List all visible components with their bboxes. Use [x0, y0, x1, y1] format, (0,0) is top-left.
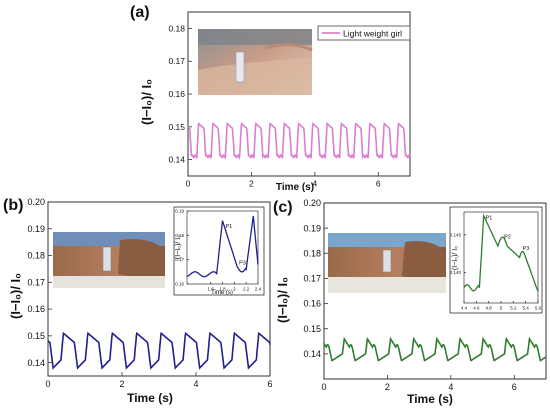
b-ytick-label: 0.17 [27, 277, 45, 287]
b-xtick-label: 0 [45, 379, 50, 389]
panel-c-ylabel: (I−I₀)/ I₀ [275, 277, 290, 323]
c-inset-xtick-label: 5 [500, 306, 503, 311]
panel-a-label: (a) [130, 4, 150, 21]
panel-b-inset-xticks: 1.6 1.8 2 2.2 2.4 [208, 282, 262, 292]
panel-b-label: (b) [3, 197, 23, 214]
panel-c-inset-yticks: 0.140 0.145 [450, 232, 466, 275]
panel-a-xticks: 0 2 4 6 [186, 172, 381, 189]
panel-b-inset-ylabel: (I−I₀)/ I₀ [175, 235, 182, 259]
c-inset-xtick-label: 5.2 [510, 306, 517, 311]
a-ytick-label: 0.16 [168, 89, 185, 99]
b-inset-ytick-label: 0.19 [175, 209, 184, 214]
panel-b-series-line [47, 331, 271, 370]
b-ytick-label: 0.15 [27, 331, 45, 341]
b-inset-xtick-label: 1.6 [208, 287, 215, 292]
c-ytick-label: 0.15 [303, 324, 321, 334]
panel-c-inset-xticks: 4.4 4.6 4.8 5 5.2 5.4 5.6 [461, 301, 542, 311]
panel-b-inset: (I−I₀)/ I₀ Time (s) 0.16 0.17 0.18 0.19 1.6… [173, 206, 265, 296]
b-inset-annotation: P1 [225, 224, 232, 230]
c-ytick-label: 0.16 [303, 299, 321, 309]
panel-b-inset-yticks: 0.16 0.17 0.18 0.19 [175, 209, 189, 287]
c-xtick-label: 0 [321, 382, 326, 392]
b-inset-xtick-label: 2 [233, 287, 236, 292]
panel-c-inset: (I−I₀)/ I₀ 0.140 0.145 4.4 4.6 4.8 5 5.2 5.4 5.… [449, 206, 543, 314]
a-xtick-label: 2 [249, 179, 254, 189]
panel-c-inset-line [463, 213, 539, 292]
panel-a-legend: Light weight girl [317, 25, 411, 41]
panel-a-ylabel: (I−I₀)/ I₀ [139, 79, 154, 125]
c-inset-annotation: P3 [523, 246, 530, 252]
panel-a: (a) (I−I₀)/ I₀ Time (s) 0.14 0.15 0.16 0.17… [130, 4, 411, 193]
a-xtick-label: 6 [376, 179, 381, 189]
panel-a-yticks: 0.14 0.15 0.16 0.17 0.18 [168, 23, 192, 165]
c-inset-xtick-label: 4.6 [473, 306, 480, 311]
panel-c-yticks: 0.14 0.15 0.16 0.17 0.18 0.19 0.20 [303, 198, 328, 359]
panel-b: (b) (I−I₀)/ I₀ Time (s) 0.14 0.15 0.16 0.17… [3, 197, 273, 405]
b-inset-ytick-label: 0.18 [175, 233, 184, 238]
panel-b-inset-xlabel: Time (s) [211, 290, 233, 296]
c-ytick-label: 0.17 [303, 274, 321, 284]
c-inset-annotation: P2 [504, 235, 511, 241]
a-xtick-label: 4 [312, 179, 317, 189]
b-inset-annotation: P3 [239, 261, 246, 267]
a-ytick-label: 0.15 [168, 122, 185, 132]
c-inset-xtick-label: 5.6 [535, 306, 542, 311]
panel-c: (c) (I−I₀)/ I₀ Time (s) 0.14 0.15 0.16 0.17… [273, 198, 547, 406]
panel-b-wrist-photo [53, 232, 165, 288]
c-ytick-label: 0.20 [303, 198, 321, 208]
c-ytick-label: 0.19 [303, 223, 321, 233]
panel-c-label: (c) [273, 199, 293, 216]
c-inset-xtick-label: 4.8 [486, 306, 493, 311]
panel-b-inset-annotations: P1 P3 [225, 224, 245, 266]
c-inset-ytick-label: 0.145 [450, 232, 462, 237]
panel-b-xlabel: Time (s) [127, 391, 173, 405]
b-xtick-label: 6 [267, 379, 272, 389]
a-ytick-label: 0.17 [168, 56, 185, 66]
panel-c-wrist-photo [328, 233, 446, 293]
b-inset-ytick-label: 0.16 [175, 282, 184, 287]
panel-a-xlabel: Time (s) [276, 182, 314, 193]
panel-b-inset-line [186, 215, 259, 278]
panel-c-inset-ylabel: (I−I₀)/ I₀ [452, 246, 459, 270]
c-inset-xtick-label: 5.4 [523, 306, 530, 311]
c-xtick-label: 4 [448, 382, 453, 392]
b-xtick-label: 2 [119, 379, 124, 389]
panel-c-inset-annotations: P1 P2 P3 [486, 216, 530, 252]
c-ytick-label: 0.14 [303, 349, 321, 359]
panel-a-series-line [187, 121, 411, 160]
b-ytick-label: 0.16 [27, 304, 45, 314]
c-inset-ytick-label: 0.140 [450, 270, 462, 275]
panel-b-xticks: 0 2 4 6 [45, 372, 273, 389]
b-inset-ytick-label: 0.17 [175, 257, 184, 262]
panel-c-xlabel: Time (s) [407, 392, 453, 406]
b-inset-xtick-label: 2.4 [255, 287, 262, 292]
b-ytick-label: 0.20 [27, 197, 45, 207]
panel-b-ylabel: (I−I₀)/ I₀ [8, 273, 23, 319]
panel-c-plot-frame [323, 202, 547, 380]
a-xtick-label: 0 [186, 179, 191, 189]
b-ytick-label: 0.18 [27, 251, 45, 261]
c-ytick-label: 0.18 [303, 248, 321, 258]
panel-a-legend-text: Light weight girl [343, 29, 402, 39]
panel-c-series-line [323, 336, 547, 362]
panel-b-plot-frame [47, 201, 271, 377]
c-inset-annotation: P1 [486, 216, 493, 222]
b-xtick-label: 4 [193, 379, 198, 389]
a-ytick-label: 0.18 [168, 23, 185, 33]
a-ytick-label: 0.14 [168, 155, 185, 165]
c-xtick-label: 2 [385, 382, 390, 392]
b-ytick-label: 0.14 [27, 358, 45, 368]
b-inset-xtick-label: 2.2 [243, 287, 250, 292]
panel-b-yticks: 0.14 0.15 0.16 0.17 0.18 0.19 0.20 [27, 197, 52, 368]
panel-c-xticks: 0 2 4 6 [321, 375, 517, 392]
c-inset-xtick-label: 4.4 [461, 306, 468, 311]
b-ytick-label: 0.19 [27, 224, 45, 234]
b-inset-xtick-label: 1.8 [219, 287, 226, 292]
panel-a-wrist-photo [198, 29, 313, 95]
c-xtick-label: 6 [512, 382, 517, 392]
